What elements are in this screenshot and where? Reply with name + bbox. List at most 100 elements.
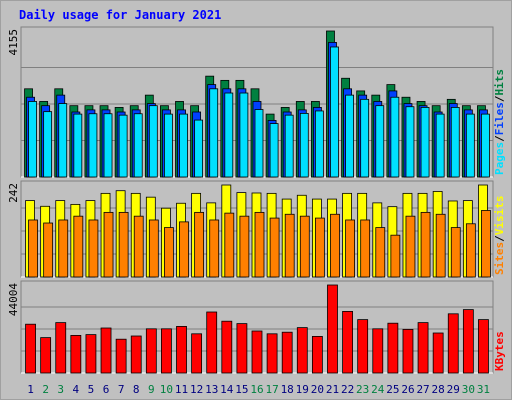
bar-pages-day-31 [481,113,490,178]
bar-kbytes-day-11 [176,326,187,374]
day-label: 8 [133,383,140,396]
bar-pages-day-23 [360,98,370,178]
bar-sites-day-19 [299,215,310,278]
day-label: 21 [326,383,339,396]
bar-kbytes-day-9 [145,328,157,374]
day-label: 2 [42,383,49,396]
bar-kbytes-day-10 [161,328,172,374]
legend-entry: / [493,135,506,142]
bar-pages-day-6 [103,113,113,178]
bar-kbytes-day-17 [266,333,278,374]
y-axis-max-label: 44004 [7,283,20,316]
bar-kbytes-day-1 [25,323,36,374]
bar-pages-day-20 [314,110,324,178]
bar-pages-day-27 [420,107,430,178]
bar-pages-day-28 [435,113,445,178]
bar-pages-day-5 [88,113,98,178]
bar-sites-day-12 [194,211,205,278]
day-label: 17 [265,383,278,396]
day-label: 27 [416,383,429,396]
bar-kbytes-day-20 [311,336,323,374]
bar-pages-day-13 [209,88,219,178]
bar-pages-day-2 [43,111,53,178]
bar-kbytes-day-21 [327,284,338,374]
bar-kbytes-day-14 [221,320,233,374]
y-axis-max-label: 242 [7,183,20,203]
bar-pages-day-30 [465,113,475,178]
day-label: 12 [190,383,203,396]
bar-sites-day-3 [58,219,69,278]
bar-kbytes-day-28 [432,332,444,374]
bar-pages-day-16 [254,109,264,178]
bar-pages-day-10 [164,113,173,178]
bar-kbytes-day-23 [357,319,369,374]
legend-entry: Sites [493,242,506,275]
bar-kbytes-day-12 [191,333,203,374]
day-label: 10 [160,383,173,396]
bar-sites-day-25 [390,234,401,278]
bar-pages-day-1 [28,101,37,178]
bar-sites-day-2 [43,222,54,278]
bar-sites-day-4 [73,215,84,278]
bar-sites-day-22 [345,219,355,278]
bar-kbytes-day-26 [402,329,414,374]
bar-pages-day-26 [405,106,415,178]
bar-pages-day-24 [375,105,385,178]
bar-sites-day-10 [164,227,174,278]
bar-pages-day-22 [345,94,354,178]
bar-sites-day-29 [450,227,461,278]
day-label: 19 [296,383,309,396]
bar-kbytes-day-3 [55,322,67,374]
bar-sites-day-16 [254,211,265,278]
chart-title: Daily usage for January 2021 [19,8,221,22]
day-label: 1 [27,383,34,396]
bar-kbytes-day-29 [447,313,459,374]
bar-pages-day-4 [73,113,83,178]
bar-sites-day-14 [224,212,235,278]
bar-pages-day-11 [179,113,188,178]
panel-visits-sites: 242 Sites/Visits [7,180,506,278]
bar-kbytes-day-27 [417,322,429,374]
legend-entry: Files [493,102,506,135]
legend: Sites/Visits [493,196,506,276]
day-label: 5 [88,383,95,396]
day-label: 20 [311,383,324,396]
bar-kbytes-day-5 [85,334,97,374]
day-label: 9 [148,383,155,396]
bar-pages-day-8 [133,113,143,178]
bar-sites-day-5 [88,219,99,278]
day-label: 13 [205,383,218,396]
day-label: 16 [250,383,263,396]
bar-kbytes-day-24 [372,328,384,374]
bar-kbytes-day-8 [130,335,142,374]
bar-pages-day-12 [194,119,204,178]
bar-kbytes-day-19 [296,327,308,374]
day-label: 23 [356,383,369,396]
bar-pages-day-25 [390,96,400,178]
bar-sites-day-30 [465,223,476,278]
day-label: 31 [477,383,490,396]
bar-sites-day-24 [375,227,386,278]
legend: KBytes [493,331,506,371]
day-label: 18 [281,383,294,396]
bar-sites-day-20 [314,217,325,278]
bar-sites-day-9 [148,219,159,278]
bar-pages-day-3 [58,103,68,178]
bar-sites-day-13 [209,219,220,278]
bar-kbytes-day-15 [236,323,248,374]
panel-kbytes: 44004 KBytes [7,280,506,374]
bar-pages-day-14 [224,92,234,178]
bar-kbytes-day-13 [206,311,218,374]
bar-pages-day-9 [148,105,158,178]
legend-entry: KBytes [493,331,506,371]
bar-sites-day-27 [420,211,431,278]
day-label: 30 [462,383,475,396]
bar-kbytes-day-7 [115,338,127,374]
day-label: 4 [73,383,80,396]
bar-sites-day-6 [103,211,114,278]
legend: Pages/Files/Hits [493,69,506,175]
day-label: 25 [386,383,399,396]
bar-sites-day-15 [239,215,250,278]
